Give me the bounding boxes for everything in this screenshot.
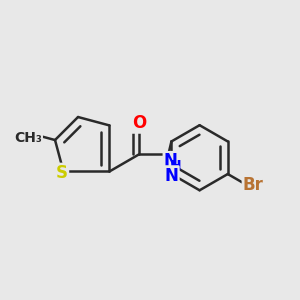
Text: Br: Br <box>243 176 264 194</box>
Text: O: O <box>132 114 146 132</box>
Text: N: N <box>164 167 178 184</box>
Text: N: N <box>164 152 178 170</box>
Text: S: S <box>56 164 68 182</box>
Text: H: H <box>170 159 181 173</box>
Text: CH₃: CH₃ <box>14 131 42 145</box>
